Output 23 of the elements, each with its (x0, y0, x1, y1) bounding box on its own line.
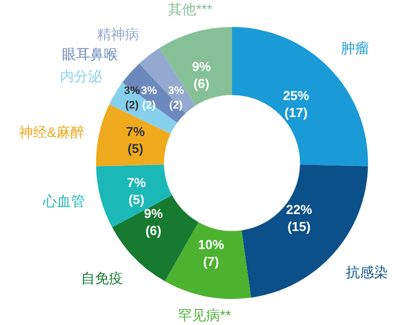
data-label: 3% (2) (168, 85, 184, 112)
slice-label: 眼耳鼻喉 (62, 46, 118, 62)
slice-label: 内分泌 (60, 68, 102, 84)
slice-label: 自免疫 (81, 270, 123, 286)
slice-label: 罕见病** (178, 307, 232, 323)
data-label: 9% (6) (144, 206, 164, 238)
slice-label: 心血管 (42, 193, 85, 209)
donut-slice (232, 27, 368, 166)
data-label: 9% (6) (192, 59, 212, 91)
slice-label: 抗感染 (346, 264, 388, 280)
data-label: 10% (7) (198, 237, 224, 269)
data-label: 7% (5) (126, 124, 146, 156)
data-label: 3% (2) (141, 85, 158, 112)
data-label: 22% (15) (286, 202, 312, 234)
slice-label: 神经&麻醉 (19, 124, 84, 140)
donut-slice (164, 222, 252, 299)
data-label: 3% (2) (124, 85, 140, 112)
slice-label: 其他*** (168, 1, 213, 17)
slice-label: 肿瘤 (341, 40, 369, 56)
donut-slice (96, 164, 172, 228)
data-label: 7% (5) (127, 175, 146, 207)
data-label: 25% (17) (283, 88, 310, 120)
slice-label: 精神病 (97, 26, 139, 42)
